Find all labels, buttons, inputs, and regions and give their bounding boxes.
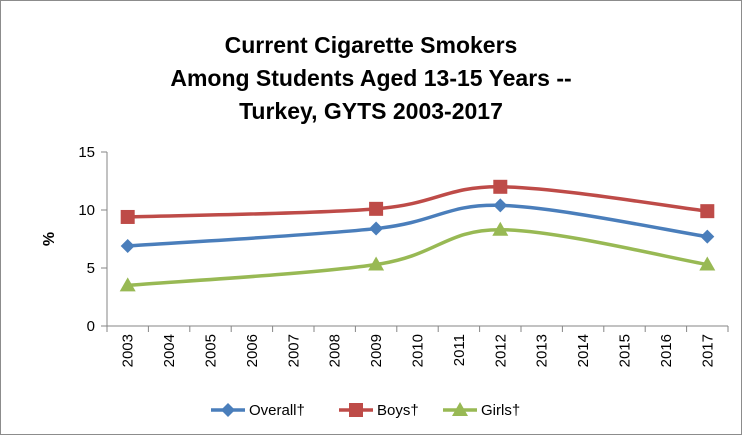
data-point-boys	[369, 201, 384, 216]
y-axis-label: %	[41, 232, 58, 246]
x-tick-label: 2004	[161, 334, 178, 367]
x-tick-label: 2007	[285, 334, 302, 367]
chart-title: Current Cigarette Smokers Among Students…	[170, 32, 571, 124]
legend-label-girls: Girls†	[481, 402, 520, 419]
x-tick-label: 2014	[575, 334, 592, 367]
legend: Overall† Boys† Girls†	[211, 402, 520, 419]
chart-title-line-1: Current Cigarette Smokers	[225, 32, 518, 58]
x-tick-label: 2013	[534, 334, 551, 367]
chart-title-line-3: Turkey, GYTS 2003-2017	[239, 98, 503, 124]
data-point-overall	[700, 229, 715, 244]
chart-title-line-2: Among Students Aged 13-15 Years --	[170, 65, 571, 91]
legend-marker-overall	[221, 403, 235, 417]
data-point-girls	[368, 256, 385, 271]
y-tick-label: 0	[87, 318, 95, 335]
series-line-overall	[127, 203, 708, 248]
series-group	[119, 179, 716, 292]
y-tick-label: 15	[78, 144, 95, 161]
y-tick-label: 5	[87, 260, 95, 277]
x-tick-label: 2003	[120, 334, 137, 367]
legend-label-overall: Overall†	[249, 402, 305, 419]
data-point-girls	[119, 277, 136, 292]
data-point-overall	[493, 198, 508, 213]
legend-marker-boys	[349, 403, 363, 417]
x-tick-label: 2015	[617, 334, 634, 367]
data-point-boys	[700, 204, 715, 219]
x-tick-label: 2011	[451, 334, 468, 366]
x-tick-label: 2017	[699, 334, 716, 367]
data-point-boys	[120, 209, 135, 224]
x-tick-label: 2016	[658, 334, 675, 367]
data-point-girls	[699, 256, 716, 271]
data-point-overall	[369, 221, 384, 236]
legend-label-boys: Boys†	[377, 402, 419, 419]
series-line-girls	[127, 227, 708, 288]
x-tick-label: 2005	[203, 334, 220, 367]
x-tick-label: 2006	[244, 334, 261, 367]
x-tick-label: 2010	[410, 334, 427, 367]
x-tick-label: 2009	[368, 334, 385, 367]
y-ticks: 0 5 10 15	[78, 144, 107, 335]
legend-marker-girls	[452, 402, 468, 416]
x-tick-label: 2008	[327, 334, 344, 367]
data-point-overall	[120, 238, 135, 253]
axes	[106, 152, 728, 327]
data-point-girls	[492, 221, 509, 236]
y-tick-label: 10	[78, 202, 95, 219]
x-ticks: 2003 2004 2005 2006 2007 2008 2009 2010 2011 2012…	[106, 326, 729, 367]
data-point-boys	[493, 179, 508, 194]
series-line-boys	[127, 185, 708, 219]
x-tick-label: 2012	[492, 334, 509, 367]
